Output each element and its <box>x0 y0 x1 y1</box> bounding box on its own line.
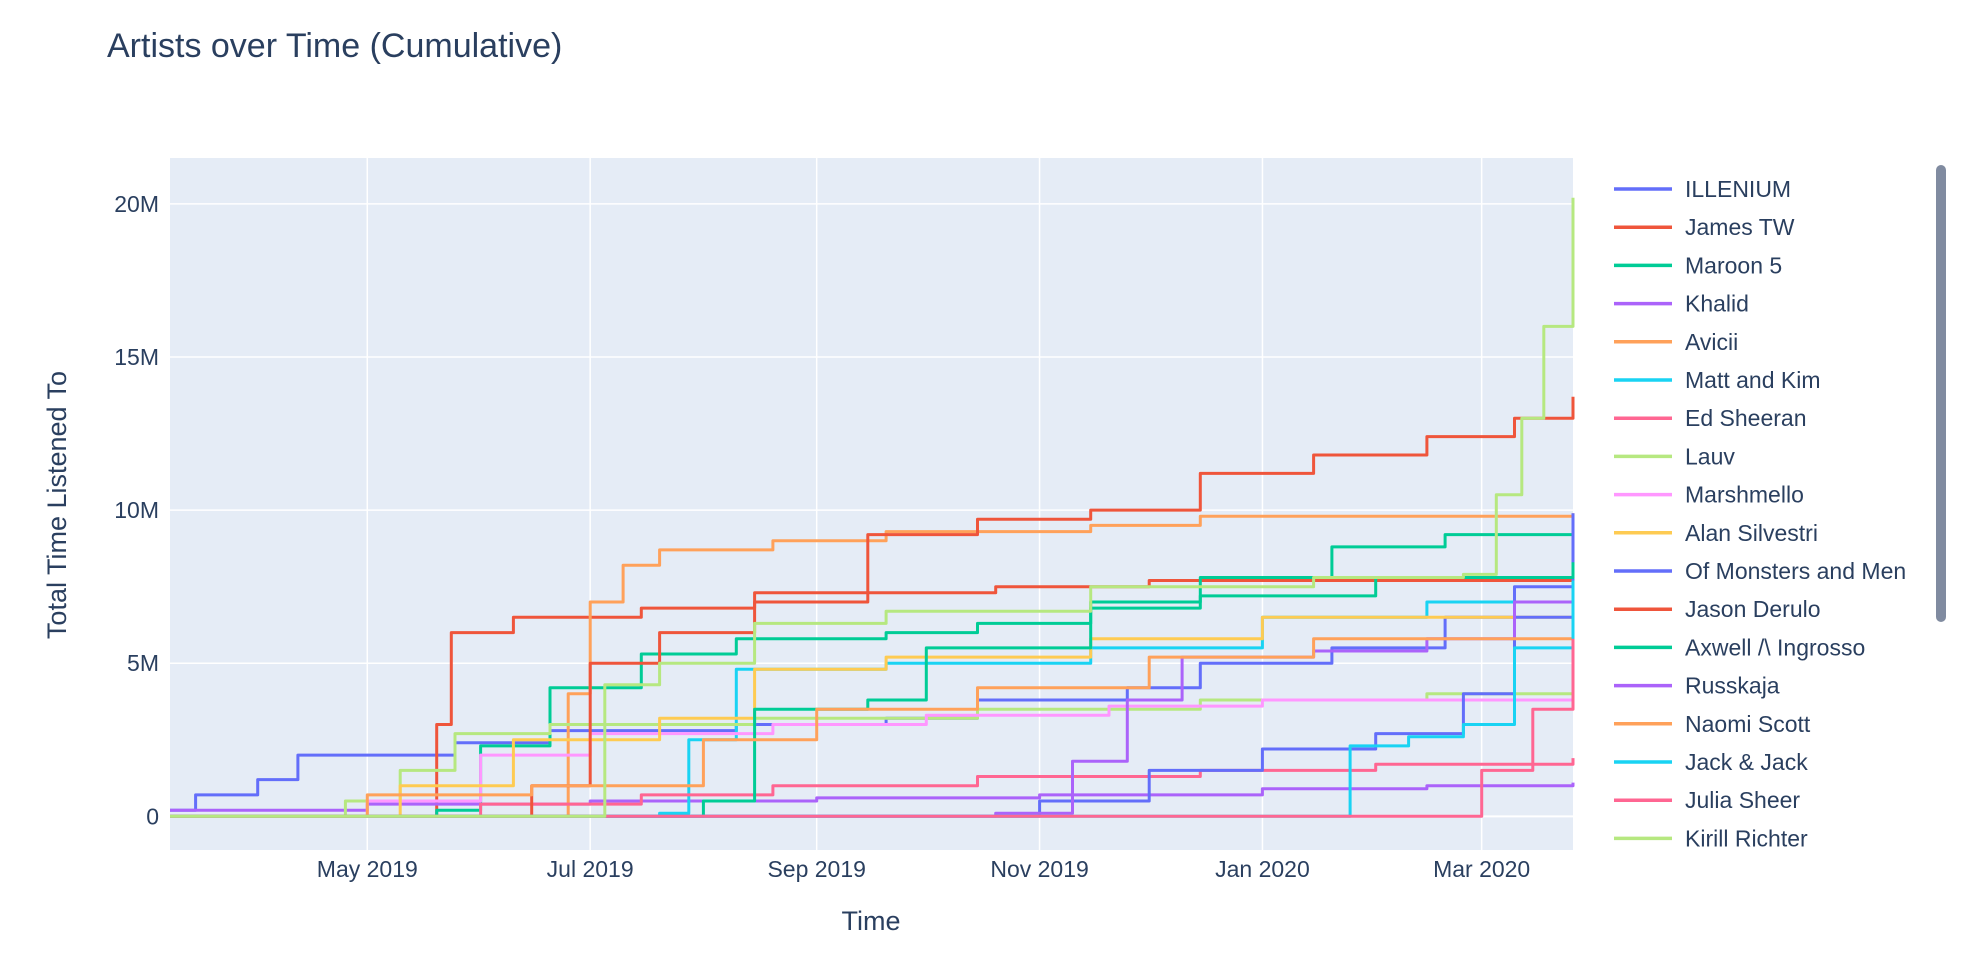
legend-label: Julia Sheer <box>1685 787 1800 813</box>
legend-item[interactable]: Julia Sheer <box>1614 787 1800 813</box>
legend-item[interactable]: Maroon 5 <box>1614 252 1782 278</box>
legend-label: Of Monsters and Men <box>1685 558 1906 584</box>
legend-scrollbar[interactable] <box>1936 165 1946 622</box>
legend-item[interactable]: Jack & Jack <box>1614 749 1808 775</box>
series-line-8 <box>170 693 1575 818</box>
legend-label: Kirill Richter <box>1685 825 1808 851</box>
series-line-17 <box>170 197 1575 818</box>
legend-item[interactable]: Of Monsters and Men <box>1614 558 1906 584</box>
legend-item[interactable]: Khalid <box>1614 291 1749 317</box>
y-tick-label: 0 <box>146 803 159 829</box>
legend-label: Russkaja <box>1685 673 1780 699</box>
legend-label: ILLENIUM <box>1685 176 1791 202</box>
x-tick-label: Mar 2020 <box>1433 856 1530 882</box>
legend-label: Maroon 5 <box>1685 252 1782 278</box>
y-axis-title: Total Time Listened To <box>42 371 72 639</box>
legend-label: Alan Silvestri <box>1685 520 1818 546</box>
legend-item[interactable]: Naomi Scott <box>1614 711 1811 737</box>
series-line-9 <box>170 602 1575 818</box>
legend-item[interactable]: Marshmello <box>1614 482 1804 508</box>
legend-label: Naomi Scott <box>1685 711 1811 737</box>
x-tick-label: Sep 2019 <box>767 856 865 882</box>
x-axis-title: Time <box>842 906 901 936</box>
legend-item[interactable]: Axwell /\ Ingrosso <box>1614 634 1865 660</box>
y-axis-ticks: 0 5M 10M 15M 20M <box>114 191 159 829</box>
legend-item[interactable]: Matt and Kim <box>1614 367 1821 393</box>
series-line-14 <box>170 589 1575 818</box>
legend-label: Jason Derulo <box>1685 596 1821 622</box>
plot-area <box>170 158 1573 850</box>
y-tick-label: 20M <box>114 191 159 217</box>
legend-item[interactable]: Ed Sheeran <box>1614 405 1806 431</box>
legend-item[interactable]: Lauv <box>1614 443 1735 469</box>
legend-label: Jack & Jack <box>1685 749 1808 775</box>
series-line-3 <box>170 782 1575 812</box>
legend-item[interactable]: Russkaja <box>1614 673 1780 699</box>
legend-label: Axwell /\ Ingrosso <box>1685 634 1865 660</box>
x-axis-ticks: May 2019 Jul 2019 Sep 2019 Nov 2019 Jan 2020… <box>317 856 1530 882</box>
y-tick-label: 10M <box>114 497 159 523</box>
legend-label: James TW <box>1685 214 1795 240</box>
y-tick-label: 5M <box>127 650 159 676</box>
series-line-6 <box>170 758 1575 818</box>
series-line-0 <box>170 565 1575 812</box>
legend-label: Ed Sheeran <box>1685 405 1806 431</box>
legend-item[interactable]: ILLENIUM <box>1614 176 1791 202</box>
legend-item[interactable]: Jason Derulo <box>1614 596 1821 622</box>
series-line-11 <box>170 396 1575 818</box>
x-tick-label: Jul 2019 <box>547 856 634 882</box>
legend-item[interactable]: James TW <box>1614 214 1795 240</box>
series-line-16 <box>170 638 1575 818</box>
chart-title: Artists over Time (Cumulative) <box>107 27 562 65</box>
series-line-12 <box>170 562 1575 818</box>
series-line-2 <box>170 531 1575 818</box>
series-line-4 <box>170 513 1575 818</box>
legend-label: Avicii <box>1685 329 1738 355</box>
x-tick-label: Nov 2019 <box>990 856 1088 882</box>
legend-label: Marshmello <box>1685 482 1804 508</box>
series-lines <box>170 197 1575 818</box>
legend-item[interactable]: Kirill Richter <box>1614 825 1808 851</box>
x-tick-label: Jan 2020 <box>1215 856 1310 882</box>
y-tick-label: 15M <box>114 344 159 370</box>
legend[interactable]: ILLENIUM James TW Maroon 5 Khalid Avicii Matt… <box>1614 176 1906 851</box>
legend-label: Khalid <box>1685 291 1749 317</box>
legend-label: Lauv <box>1685 443 1735 469</box>
legend-item[interactable]: Alan Silvestri <box>1614 520 1818 546</box>
x-tick-label: May 2019 <box>317 856 418 882</box>
legend-item[interactable]: Avicii <box>1614 329 1738 355</box>
legend-label: Matt and Kim <box>1685 367 1821 393</box>
